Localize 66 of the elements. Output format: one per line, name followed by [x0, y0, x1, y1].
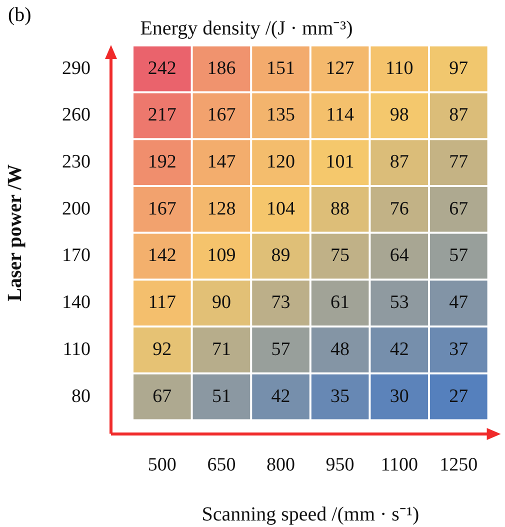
data-label: 167 [207, 104, 236, 126]
data-label: 127 [326, 58, 354, 79]
data-label: 73 [271, 292, 290, 314]
data-label: 75 [330, 245, 350, 266]
data-label: 53 [390, 292, 409, 314]
x-tick-label: 1250 [440, 454, 478, 476]
data-label: 147 [207, 152, 236, 173]
data-label: 89 [271, 245, 290, 266]
data-label: 77 [449, 152, 468, 173]
y-tick-label: 80 [72, 386, 90, 407]
data-label: 104 [266, 198, 296, 220]
data-label: 27 [449, 386, 468, 407]
x-tick-label: 1100 [380, 454, 418, 476]
data-label: 92 [152, 338, 172, 360]
y-tick-label: 230 [62, 152, 90, 173]
data-label: 192 [148, 152, 176, 173]
chart-title: Energy density /(J · mm⁻³) [140, 18, 353, 40]
y-tick-label: 200 [62, 198, 90, 220]
y-tick-label: 170 [62, 245, 90, 266]
y-axis-title: Laser power /W [4, 164, 26, 302]
data-label: 67 [152, 386, 172, 407]
x-tick-label: 800 [266, 454, 296, 476]
data-label: 101 [326, 152, 354, 173]
data-label: 142 [148, 245, 176, 266]
data-label: 97 [449, 58, 468, 79]
data-label: 48 [330, 338, 350, 360]
y-tick-label: 260 [62, 104, 90, 126]
data-label: 87 [390, 152, 409, 173]
x-tick-label: 950 [326, 454, 354, 476]
data-label: 98 [390, 104, 409, 126]
data-label: 61 [330, 292, 350, 314]
x-axis-title: Scanning speed /(mm · s⁻¹) [202, 503, 420, 526]
data-label: 64 [390, 245, 410, 266]
y-tick-label: 140 [62, 292, 90, 314]
data-label: 57 [449, 245, 468, 266]
data-label: 35 [330, 386, 350, 407]
data-label: 71 [212, 338, 231, 360]
x-tick-label: 500 [148, 454, 176, 476]
data-label: 117 [148, 292, 176, 314]
data-label: 42 [390, 338, 409, 360]
data-label: 67 [449, 198, 468, 220]
data-label: 186 [207, 58, 236, 79]
data-label: 242 [148, 58, 176, 79]
y-tick-label: 110 [62, 338, 90, 360]
text: (b) [8, 4, 32, 27]
data-label: 110 [385, 58, 414, 79]
data-label: 109 [207, 245, 236, 266]
data-label: 90 [212, 292, 231, 314]
data-label: 135 [266, 104, 296, 126]
data-label: 76 [390, 198, 409, 220]
y-tick-label: 290 [62, 58, 90, 79]
data-label: 47 [449, 292, 468, 314]
data-label: 120 [266, 152, 296, 173]
data-label: 42 [271, 386, 290, 407]
data-label: 114 [326, 104, 354, 126]
data-label: 217 [148, 104, 176, 126]
data-label: 30 [390, 386, 409, 407]
data-label: 87 [449, 104, 468, 126]
data-label: 128 [207, 198, 236, 220]
data-label: 151 [266, 58, 296, 79]
data-label: 88 [330, 198, 350, 220]
data-label: 51 [212, 386, 231, 407]
data-label: 37 [449, 338, 468, 360]
data-label: 57 [271, 338, 290, 360]
data-label: 167 [148, 198, 176, 220]
x-tick-label: 650 [207, 454, 236, 476]
